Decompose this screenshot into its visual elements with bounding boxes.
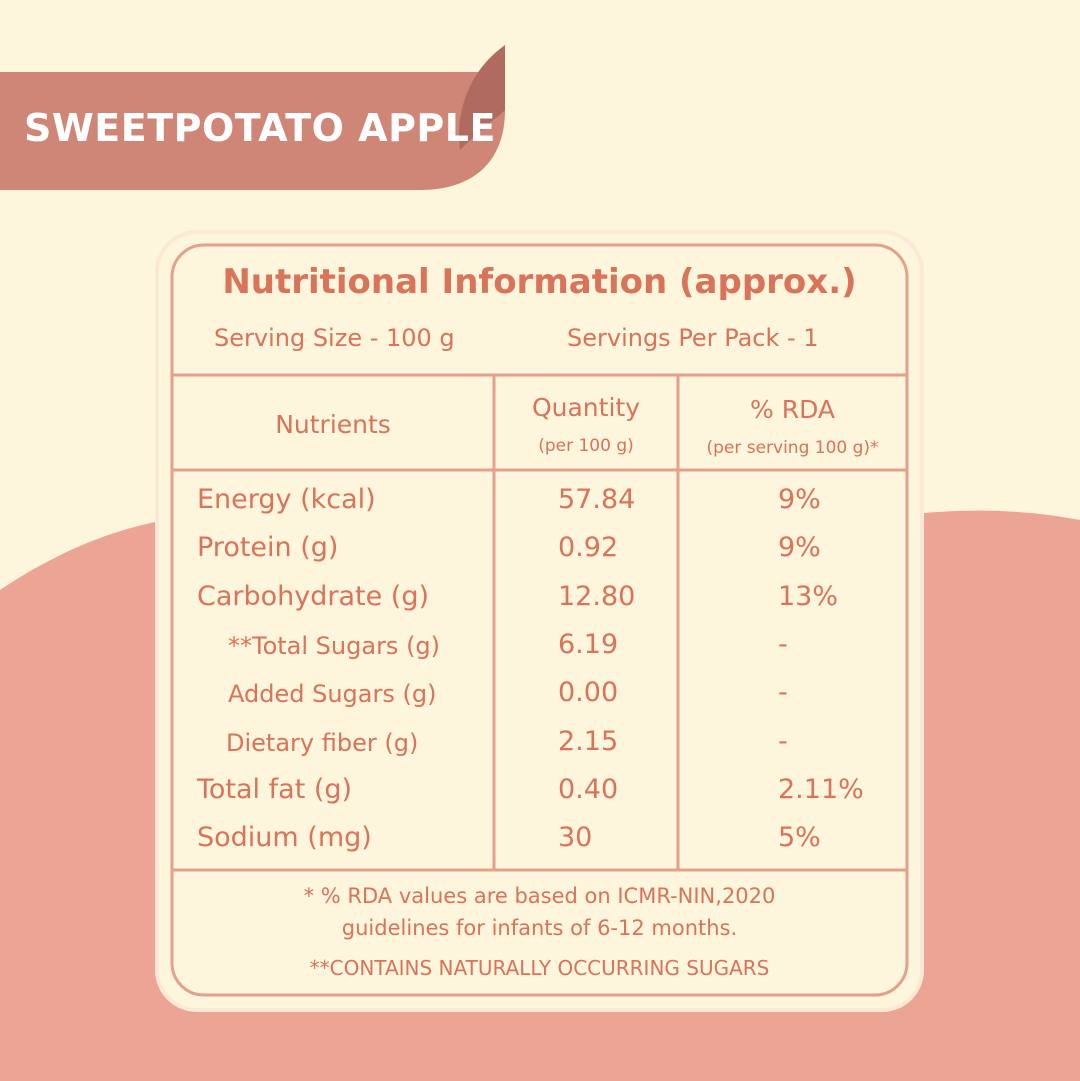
header: % RDA (750, 395, 835, 424)
nutrient-name: Energy (kcal) (197, 484, 376, 515)
rda: - (778, 725, 788, 757)
header: Quantity (531, 393, 641, 422)
nutrient-name: Total fat (g) (197, 773, 353, 805)
serving-size: Serving Size - 100 g (214, 324, 455, 352)
quantity: 0.00 (558, 677, 619, 709)
header-sub: (per serving 100 g)* (706, 438, 879, 458)
rda: - (778, 677, 788, 709)
rda: 5% (778, 822, 821, 854)
card (155, 230, 924, 1012)
footnote: * % RDA values are based on ICMR-NIN,202… (303, 884, 776, 908)
quantity: 2.15 (558, 725, 619, 757)
banner-fold (459, 45, 505, 150)
quantity: 57.84 (558, 484, 636, 515)
banner-shape (0, 72, 505, 190)
rda: - (778, 628, 788, 660)
rda: 9% (778, 532, 821, 564)
rda: 2.11% (778, 773, 864, 805)
banner-title: SWEETPOTATO APPLE (24, 106, 496, 150)
nutrient-name: Carbohydrate (g) (197, 580, 430, 612)
card-border (170, 243, 909, 997)
footnote: **CONTAINS NATURALLY OCCURRING SUGARS (309, 956, 770, 980)
nutrient-name: Added Sugars (g) (228, 680, 437, 709)
quantity: 12.80 (558, 580, 636, 612)
header: Nutrients (275, 410, 391, 439)
nutrient-name: **Total Sugars (g) (228, 631, 441, 660)
label-title: Nutritional Information (approx.) (222, 262, 857, 302)
footnote: guidelines for infants of 6-12 months. (341, 916, 738, 940)
quantity: 0.40 (558, 773, 619, 805)
servings-per-pack: Servings Per Pack - 1 (567, 324, 819, 352)
nutrient-name: Dietary fiber (g) (226, 728, 419, 757)
quantity: 30 (558, 822, 593, 854)
nutrient-name: Sodium (mg) (197, 822, 372, 854)
quantity: 0.92 (558, 532, 619, 564)
quantity: 6.19 (558, 628, 619, 660)
nutrient-name: Protein (g) (197, 532, 339, 564)
header-sub: (per 100 g) (538, 436, 634, 456)
rda: 9% (778, 484, 821, 515)
rda: 13% (778, 580, 839, 612)
